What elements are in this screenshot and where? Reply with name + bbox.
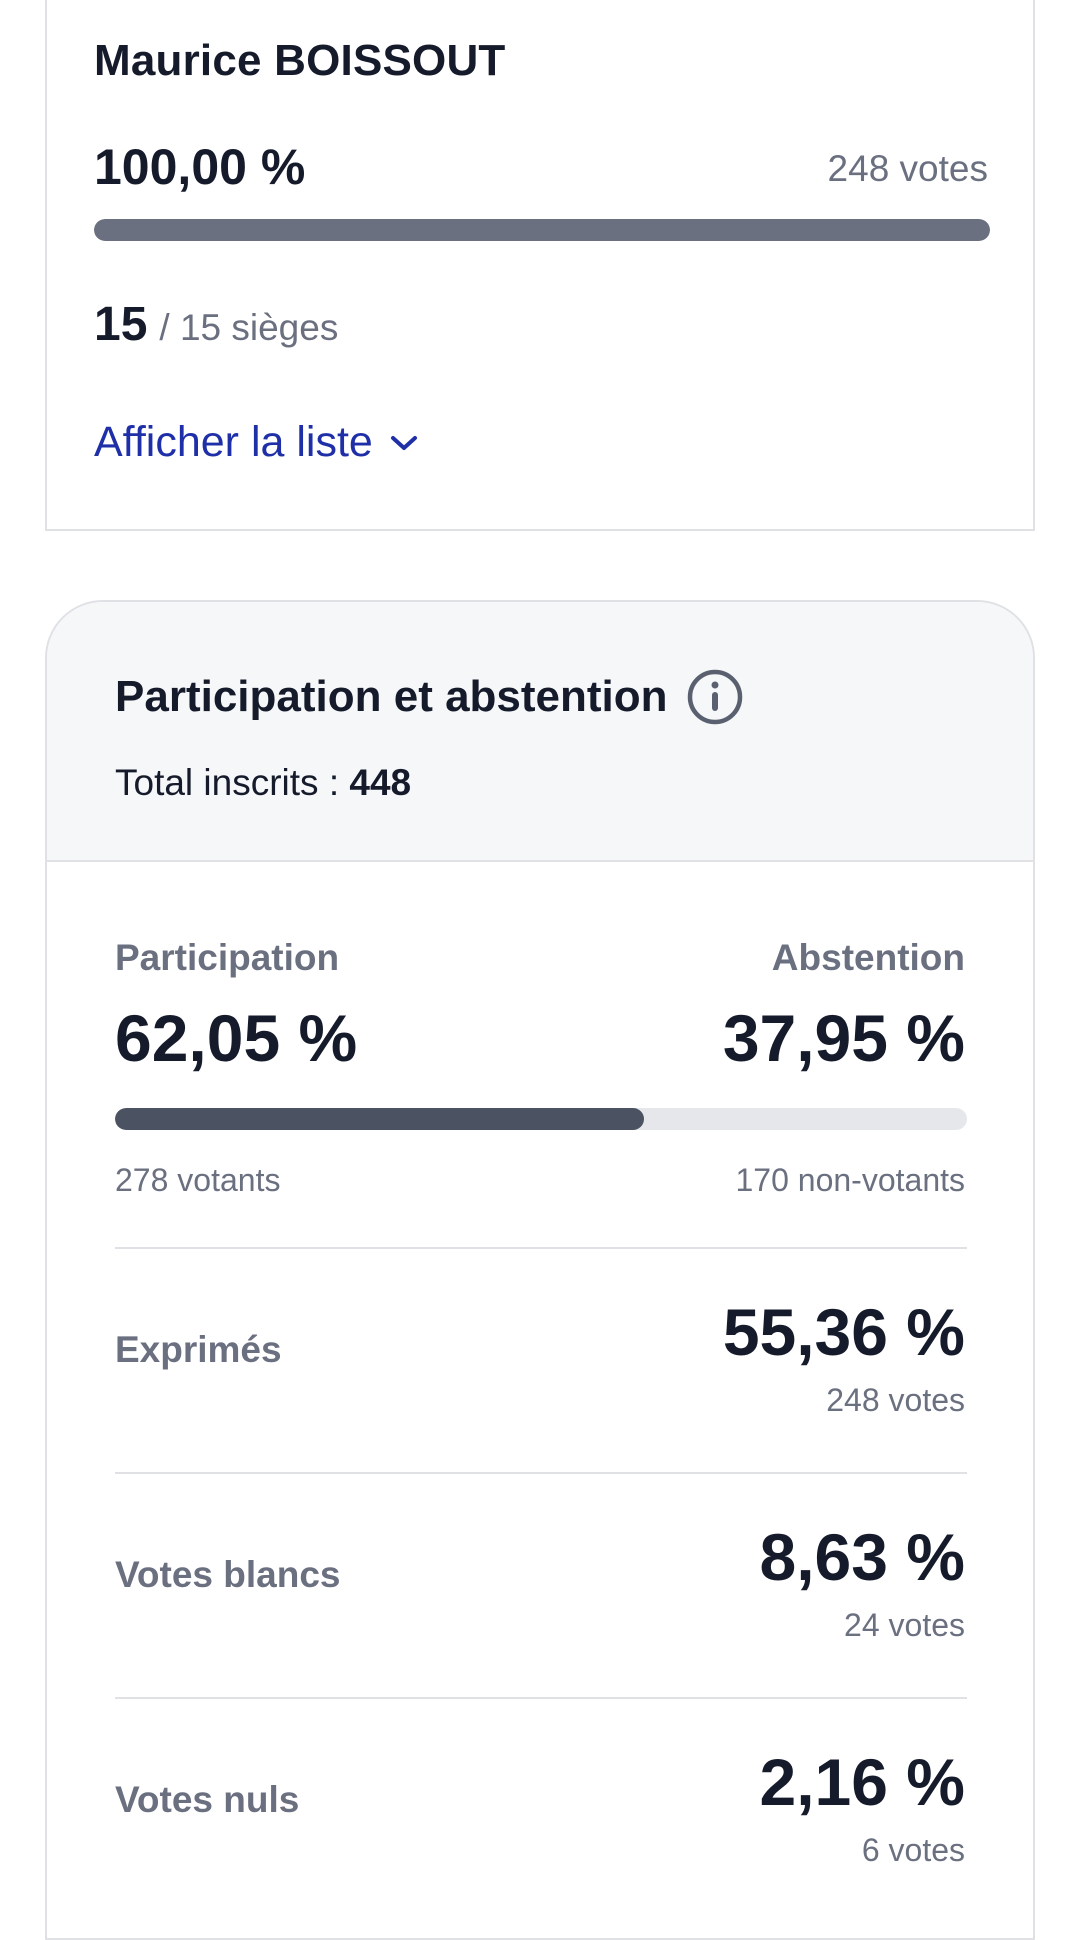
candidate-card: Maurice BOISSOUT 100,00 % 248 votes 15 /… xyxy=(45,0,1035,531)
divider xyxy=(115,1247,967,1249)
divider xyxy=(115,1697,967,1699)
info-icon[interactable] xyxy=(686,668,744,726)
expressed-votes: 248 votes xyxy=(826,1382,965,1418)
blank-votes-percent: 8,63 % xyxy=(759,1520,965,1594)
participation-label: Participation xyxy=(115,937,340,978)
candidate-progress-fill xyxy=(94,219,990,241)
seats-summary: 15 / 15 sièges xyxy=(94,297,338,352)
participation-progress-fill xyxy=(115,1108,644,1130)
total-registered-label: Total inscrits : xyxy=(115,762,350,803)
abstention-percent: 37,95 % xyxy=(722,1001,965,1075)
expressed-percent: 55,36 % xyxy=(722,1295,965,1369)
chevron-down-icon xyxy=(390,435,417,450)
participation-title: Participation et abstention xyxy=(115,668,744,726)
seats-total: / 15 sièges xyxy=(159,307,339,348)
null-votes-count: 6 votes xyxy=(861,1832,965,1868)
abstention-label: Abstention xyxy=(771,937,965,978)
null-votes-label: Votes nuls xyxy=(115,1779,300,1820)
seats-won: 15 xyxy=(94,298,148,351)
blank-votes-count: 24 votes xyxy=(844,1607,965,1643)
candidate-percent: 100,00 % xyxy=(94,139,306,195)
null-votes-percent: 2,16 % xyxy=(759,1745,965,1819)
participation-title-text: Participation et abstention xyxy=(115,672,668,721)
non-voters-count: 170 non-votants xyxy=(735,1162,966,1198)
total-registered-value: 448 xyxy=(349,762,412,803)
participation-percent: 62,05 % xyxy=(115,1001,358,1075)
total-registered: Total inscrits : 448 xyxy=(115,762,411,804)
participation-card: Participation et abstention Total inscri… xyxy=(45,600,1035,1940)
candidate-votes: 248 votes xyxy=(827,148,988,189)
voters-count: 278 votants xyxy=(115,1162,281,1198)
expressed-label: Exprimés xyxy=(115,1329,282,1370)
candidate-name: Maurice BOISSOUT xyxy=(94,36,506,85)
divider xyxy=(115,1472,967,1474)
participation-progress-bar xyxy=(115,1108,967,1130)
participation-header: Participation et abstention Total inscri… xyxy=(47,602,1033,862)
blank-votes-label: Votes blancs xyxy=(115,1554,341,1595)
candidate-progress-bar xyxy=(94,219,990,241)
show-list-button[interactable]: Afficher la liste xyxy=(94,418,419,467)
show-list-label: Afficher la liste xyxy=(94,418,373,466)
